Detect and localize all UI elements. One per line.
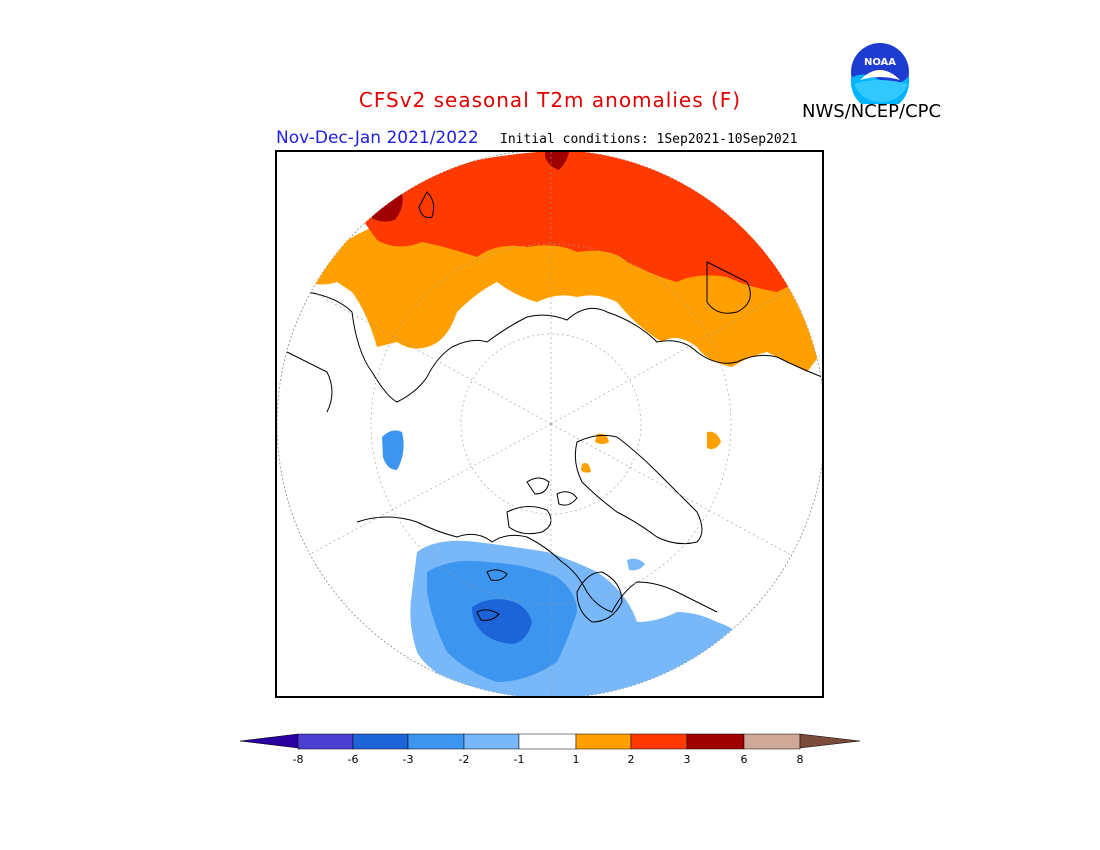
chart-title: CFSv2 seasonal T2m anomalies (F) (358, 88, 742, 112)
colorbar-tick: 8 (796, 753, 804, 766)
colorbar-swatch-9 (743, 733, 801, 750)
initial-conditions-label: Initial conditions: 1Sep2021-10Sep2021 (500, 132, 798, 147)
coastline-north-america (356, 516, 718, 613)
noaa-logo-icon: NOAA (849, 41, 911, 104)
colorbar-swatch-7 (630, 733, 688, 750)
colorbar-tick: 1 (572, 753, 580, 766)
colorbar-tick: -8 (292, 753, 304, 766)
colorbar-tick: -1 (513, 753, 525, 766)
colorbar-tick: 2 (627, 753, 635, 766)
coastline-greenland (574, 434, 703, 545)
colorbar-tick: -6 (347, 753, 359, 766)
noaa-logo-text: NOAA (864, 57, 896, 68)
agency-label: NWS/NCEP/CPC (802, 101, 942, 122)
anomaly-warm-2-3 (357, 152, 797, 292)
polar-map (277, 152, 822, 696)
colorbar-swatch-5 (518, 733, 577, 750)
colorbar-tick: 3 (683, 753, 691, 766)
coastline-hudson-bay (576, 571, 623, 623)
colorbar-swatch-2 (352, 733, 409, 750)
colorbar-swatch-4 (463, 733, 520, 750)
coastline-arctic-islands (506, 506, 552, 535)
colorbar-tick: -3 (402, 753, 414, 766)
colorbar-swatch-8 (686, 733, 745, 750)
coastline-eurasia (306, 291, 822, 403)
colorbar-swatch-6 (575, 733, 632, 750)
anomaly-cool-3-6 (472, 599, 532, 644)
colorbar-left-arrow (240, 733, 299, 749)
colorbar-right-arrow (799, 733, 860, 749)
season-label: Nov-Dec-Jan 2021/2022 (276, 128, 479, 148)
anomaly-warm-3-6-b (545, 152, 569, 170)
colorbar-tick: 6 (740, 753, 748, 766)
colorbar-swatch-1 (297, 733, 354, 750)
anomaly-warm-3-6 (372, 194, 403, 222)
map-panel (275, 150, 824, 698)
color-scale-bar (240, 733, 860, 750)
colorbar-swatch-3 (407, 733, 465, 750)
colorbar-tick: -2 (458, 753, 470, 766)
